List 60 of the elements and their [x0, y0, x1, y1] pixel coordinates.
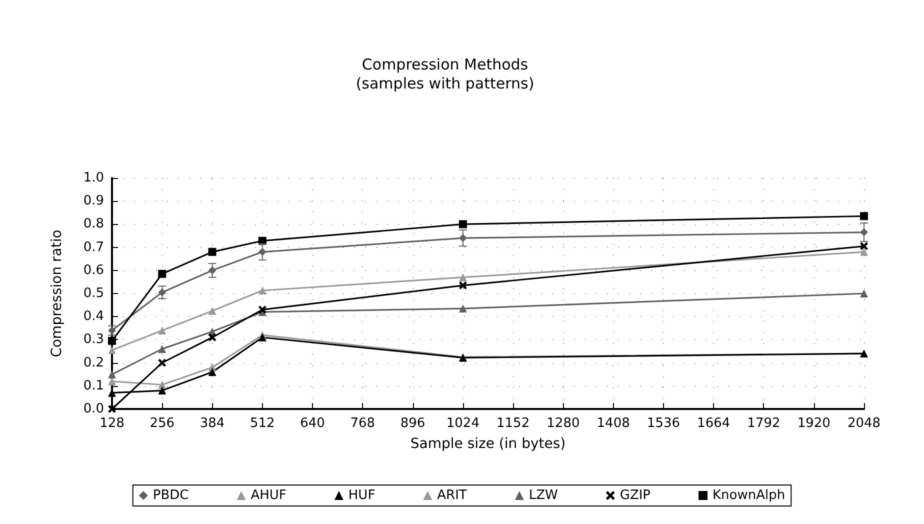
y-tick-label: 0.6 [83, 262, 104, 278]
point [108, 377, 116, 386]
x-tick-label: 1408 [596, 416, 630, 431]
y-tick-label: 0.5 [83, 286, 104, 301]
x-tick-label: 1024 [446, 416, 480, 431]
point [158, 386, 166, 395]
point [158, 358, 166, 367]
point [158, 344, 166, 353]
x-axis-title: Sample size (in bytes) [410, 436, 566, 452]
legend-label: LZW [528, 488, 558, 503]
x-tick-label: 640 [300, 416, 325, 431]
y-tick-label: 0.9 [83, 194, 104, 209]
point [458, 281, 467, 290]
y-tick-label: 0.8 [83, 216, 104, 232]
point [158, 270, 166, 278]
y-tick-label: 0.1 [83, 378, 104, 394]
point [860, 290, 868, 298]
x-tick-label: 896 [400, 416, 426, 431]
x-tick-label: 128 [100, 416, 124, 431]
y-tick-label: 0.3 [83, 332, 104, 348]
x-tick-label: 1536 [646, 416, 680, 431]
x-tick-label: 256 [150, 416, 175, 431]
point [458, 304, 467, 313]
legend-label: PBDC [152, 488, 189, 503]
point [458, 220, 467, 228]
chart-title: Compression Methods (samples with patterns) [356, 56, 534, 92]
point [108, 405, 116, 413]
y-axis-title: Compression ratio [49, 230, 65, 358]
point [108, 370, 116, 378]
y-tick-label: 0.2 [83, 355, 104, 370]
legend-label: ARIT [437, 488, 467, 503]
point [208, 368, 216, 376]
point [860, 242, 868, 250]
point [208, 333, 216, 342]
point [108, 336, 116, 345]
x-tick-label: 512 [250, 416, 275, 431]
point [458, 273, 467, 282]
point [860, 212, 868, 220]
legend-label: GZIP [620, 488, 651, 503]
point [208, 306, 216, 315]
y-tick-label: 1.0 [83, 170, 104, 186]
y-tick-label: 0.0 [83, 402, 104, 416]
point [860, 248, 868, 256]
y-tick-label: 0.4 [83, 309, 104, 324]
x-tick-label: 768 [350, 416, 376, 431]
legend-label: AHUF [250, 488, 286, 503]
legend-label: KnownAlph [712, 488, 786, 503]
x-tick-label: 1792 [747, 416, 780, 431]
x-tick-label: 384 [200, 416, 225, 431]
x-tick-label: 1664 [697, 416, 730, 431]
point [258, 286, 266, 294]
y-tick-label: 0.7 [83, 240, 104, 255]
x-tick-label: 1280 [546, 416, 580, 431]
point [108, 346, 116, 354]
point [158, 326, 166, 334]
x-tick-label: 2048 [847, 416, 881, 431]
x-tick-label: 1152 [496, 416, 530, 431]
legend-label: HUF [348, 488, 376, 503]
point [208, 248, 216, 256]
x-tick-label: 1920 [797, 416, 830, 431]
